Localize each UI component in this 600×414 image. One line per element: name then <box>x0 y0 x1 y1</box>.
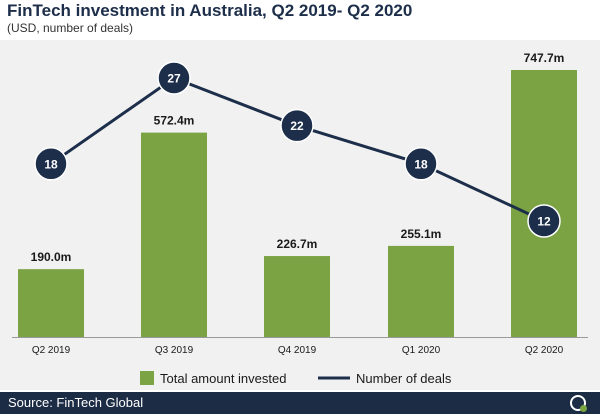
bar-value-label-2: 226.7m <box>277 237 318 251</box>
deals-marker-4 <box>527 204 561 238</box>
deals-label-0: 18 <box>44 157 58 171</box>
x-tick-label-1: Q3 2019 <box>155 345 194 356</box>
legend-label-line: Number of deals <box>356 371 452 386</box>
bar-value-label-3: 255.1m <box>401 227 442 241</box>
x-tick-label-0: Q2 2019 <box>32 345 71 356</box>
chart-header: FinTech investment in Australia, Q2 2019… <box>0 0 600 40</box>
legend-swatch-bars <box>140 371 154 385</box>
fintech-global-logo-icon <box>570 395 587 412</box>
bar-value-label-1: 572.4m <box>154 114 195 128</box>
footer-bar: Source: FinTech Global <box>0 392 600 414</box>
legend-label-bars: Total amount invested <box>160 371 286 386</box>
chart-title: FinTech investment in Australia, Q2 2019… <box>7 1 413 20</box>
deals-line <box>50 76 545 223</box>
deals-marker-2 <box>280 108 314 143</box>
x-tick-label-3: Q1 2020 <box>402 345 441 356</box>
bar-value-label-0: 190.0m <box>31 250 72 264</box>
x-tick-label-2: Q4 2019 <box>278 345 317 356</box>
deals-marker-1 <box>157 61 191 95</box>
bar-3 <box>388 245 454 337</box>
x-tick-label-4: Q2 2020 <box>525 345 564 356</box>
deals-marker-0 <box>34 147 68 181</box>
bar-value-label-4: 747.7m <box>524 51 565 65</box>
bar-0 <box>18 269 84 337</box>
source-text: Source: FinTech Global <box>8 395 144 410</box>
bar-1 <box>141 132 207 337</box>
deals-label-1: 27 <box>167 72 181 86</box>
deals-label-4: 12 <box>537 215 551 229</box>
bar-4 <box>511 70 577 337</box>
chart-subtitle: (USD, number of deals) <box>7 21 134 35</box>
deals-marker-3 <box>404 147 438 181</box>
deals-label-3: 18 <box>414 157 428 171</box>
deals-label-2: 22 <box>290 119 304 133</box>
bar-2 <box>264 256 330 337</box>
chart-canvas: 190.0m Q2 2019 572.4m Q3 2019 226.7m Q4 2019 2… <box>12 51 588 386</box>
